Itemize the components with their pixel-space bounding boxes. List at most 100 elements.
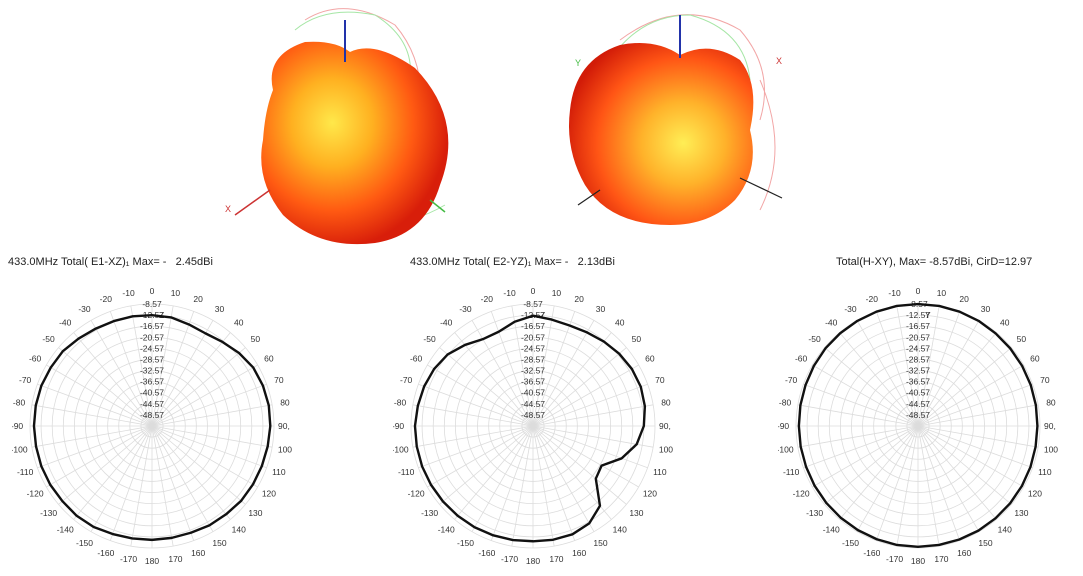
grid-spoke — [151, 320, 214, 427]
angle-tick-label: 80 — [1046, 398, 1056, 408]
angle-tick-label: -160 — [97, 548, 114, 558]
grid-spoke — [532, 425, 639, 488]
grid-spoke — [917, 347, 1012, 427]
grid-spoke — [511, 425, 534, 547]
grid-spoke — [856, 425, 919, 532]
angle-tick-label: -40 — [440, 318, 453, 328]
angle-tick-label: 130 — [248, 508, 262, 518]
angle-tick-label: 70 — [655, 375, 665, 385]
angle-tick-label: -40 — [825, 318, 838, 328]
axis-line-left — [577, 189, 601, 206]
grid-spoke — [532, 404, 654, 427]
grid-spoke — [37, 383, 153, 427]
pattern-outline-green-top — [294, 11, 412, 81]
grid-spoke — [917, 425, 997, 520]
x-axis-line — [234, 189, 271, 216]
angle-tick-label: 80 — [661, 398, 671, 408]
grid-spoke — [454, 332, 534, 427]
angle-tick-label: -80 — [13, 398, 26, 408]
angle-tick-label: 60 — [264, 354, 274, 364]
grid-spoke — [917, 305, 940, 427]
grid-spoke — [532, 425, 654, 448]
grid-spoke — [454, 425, 534, 520]
grid-spoke — [73, 332, 153, 427]
angle-tick-label: 60 — [645, 354, 655, 364]
angle-tick-label: -10 — [888, 288, 901, 298]
grid-spoke — [875, 311, 919, 427]
angle-tick-label: -60 — [795, 354, 808, 364]
angle-tick-label: 20 — [574, 294, 584, 304]
radial-tick-label: -36.57 — [521, 377, 545, 387]
angle-tick-label: 30 — [215, 304, 225, 314]
angle-tick-label: 100 — [1044, 444, 1058, 454]
angle-tick-label: 60 — [1030, 354, 1040, 364]
y-axis-label: Y — [575, 58, 581, 68]
grid-spoke — [856, 320, 919, 427]
angle-tick-label: -130 — [421, 508, 438, 518]
angle-tick-label: -60 — [410, 354, 423, 364]
grid-spoke — [532, 425, 555, 547]
side-marker-label: 90, X — [278, 421, 292, 431]
angle-tick-label: -10 — [122, 288, 135, 298]
radial-tick-label: -48.57 — [906, 410, 930, 420]
angle-tick-label: -20 — [866, 294, 879, 304]
grid-spoke — [917, 425, 940, 547]
radial-tick-label: -28.57 — [906, 354, 930, 364]
grid-spoke — [109, 311, 153, 427]
grid-spoke — [917, 425, 1012, 505]
grid-spoke — [532, 320, 595, 427]
angle-tick-label: -80 — [779, 398, 792, 408]
polar-grid — [29, 303, 275, 549]
radial-tick-label: -24.57 — [140, 343, 164, 353]
radial-tick-label: -20.57 — [521, 332, 545, 342]
grid-spoke — [151, 311, 195, 427]
pattern-series-line — [32, 313, 272, 542]
angle-tick-label: 80 — [280, 398, 290, 408]
grid-spoke — [73, 425, 153, 520]
grid-spoke — [917, 425, 1039, 448]
grid-spoke — [151, 425, 195, 541]
grid-spoke — [917, 404, 1039, 427]
angle-tick-label: 30 — [981, 304, 991, 314]
grid-spoke — [58, 347, 153, 427]
angle-tick-label: 0 — [150, 286, 155, 296]
grid-spoke — [130, 305, 153, 427]
radial-tick-label: -12.57 — [906, 310, 930, 320]
polar-grid — [410, 303, 656, 549]
radial-tick-label: -40.57 — [140, 388, 164, 398]
angle-tick-label: 150 — [593, 538, 607, 548]
grid-spoke — [439, 425, 534, 505]
angle-tick-label: 180 — [145, 556, 159, 566]
angle-tick-label: 130 — [1014, 508, 1028, 518]
angle-tick-label: -120 — [793, 489, 810, 499]
radial-tick-label: -28.57 — [140, 354, 164, 364]
grid-spoke — [896, 305, 919, 427]
grid-spoke — [797, 425, 919, 448]
grid-spoke — [151, 332, 231, 427]
angle-tick-label: 180 — [526, 556, 540, 566]
angle-tick-label: 110 — [1038, 467, 1052, 477]
radial-tick-label: -20.57 — [906, 332, 930, 342]
grid-spoke — [917, 383, 1033, 427]
grid-spoke — [917, 425, 1024, 488]
grid-spoke — [824, 425, 919, 505]
grid-spoke — [797, 404, 919, 427]
radial-tick-label: -44.57 — [521, 399, 545, 409]
pattern-3d-body — [569, 42, 754, 226]
angle-tick-label: -140 — [57, 524, 74, 534]
angle-tick-label: -70 — [19, 375, 32, 385]
angle-tick-label: 110 — [653, 467, 667, 477]
angle-tick-label: -110 — [17, 467, 34, 477]
angle-tick-label: 140 — [232, 524, 246, 534]
axis-line-right — [739, 177, 783, 199]
angle-tick-label: 10 — [552, 288, 562, 298]
angle-tick-label: -150 — [76, 538, 93, 548]
grid-spoke — [532, 305, 555, 427]
angle-tick-label: -20 — [481, 294, 494, 304]
grid-spoke — [532, 332, 612, 427]
y-axis-line — [429, 199, 446, 213]
radial-tick-label: -28.57 — [521, 354, 545, 364]
x-axis-label: X — [776, 56, 782, 66]
